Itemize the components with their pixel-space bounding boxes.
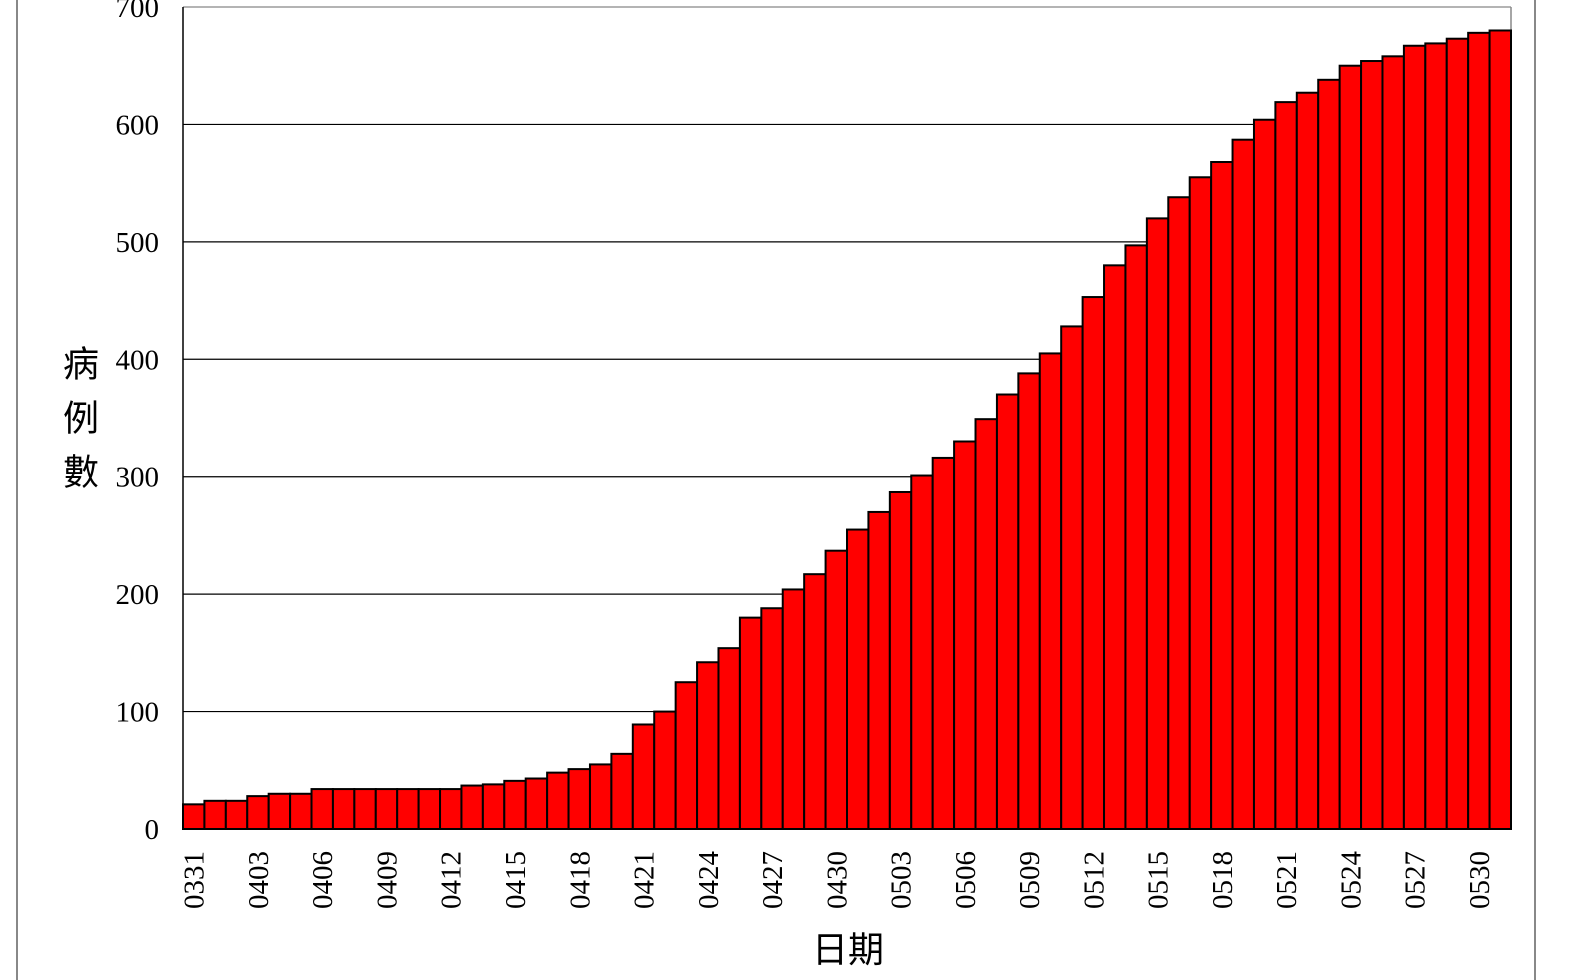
bar — [1467, 31, 1491, 830]
bar — [224, 799, 249, 830]
bar — [1445, 37, 1470, 831]
bar — [1338, 64, 1363, 830]
bar — [182, 803, 206, 831]
bar — [1145, 217, 1170, 831]
bar — [610, 752, 634, 830]
bar — [696, 661, 720, 830]
x-tick-label: 0409 — [371, 851, 403, 909]
bar — [267, 792, 292, 830]
bar — [738, 616, 763, 831]
y-axis-title: 病例數 — [58, 345, 98, 507]
y-tick-label: 600 — [116, 109, 160, 141]
bar — [1210, 161, 1234, 830]
bar — [546, 771, 570, 830]
bar — [910, 474, 934, 830]
bar — [1424, 42, 1448, 831]
y-tick-label: 500 — [116, 227, 160, 259]
bar — [1017, 372, 1041, 830]
bar — [246, 795, 270, 830]
bar — [674, 681, 699, 831]
chart-frame — [16, 0, 1536, 980]
x-tick-label: 0403 — [243, 851, 275, 909]
bar — [1488, 29, 1513, 830]
bar — [888, 490, 913, 830]
bar — [331, 788, 356, 830]
x-tick-label: 0521 — [1271, 851, 1303, 909]
bar — [1060, 325, 1084, 830]
bar — [353, 788, 377, 830]
x-tick-label: 0406 — [307, 851, 339, 909]
bar — [931, 456, 956, 830]
bar — [289, 792, 313, 830]
bar — [1103, 264, 1127, 831]
bar — [417, 788, 442, 830]
bar — [953, 440, 977, 830]
x-tick-label: 0415 — [500, 851, 532, 909]
bar — [1360, 60, 1384, 830]
y-tick-label: 700 — [116, 0, 160, 24]
bar — [374, 788, 399, 830]
x-tick-label: 0424 — [693, 851, 725, 910]
bar — [503, 779, 527, 831]
y-tick-label: 200 — [116, 579, 160, 611]
x-tick-label: 0503 — [886, 851, 918, 909]
bar — [1167, 196, 1191, 830]
bar — [1381, 55, 1405, 830]
bar — [717, 647, 741, 830]
x-tick-label: 0527 — [1400, 851, 1432, 909]
y-tick-label: 400 — [116, 344, 160, 376]
bar — [1252, 118, 1277, 830]
bar — [974, 418, 998, 830]
bar — [1124, 244, 1148, 830]
bar — [524, 777, 549, 831]
bar — [1274, 101, 1298, 831]
x-tick-label: 0530 — [1464, 851, 1496, 909]
bar — [867, 510, 891, 830]
bar — [995, 393, 1020, 830]
bar — [653, 710, 677, 830]
bar — [567, 768, 591, 831]
x-tick-label: 0518 — [1207, 851, 1239, 909]
x-tick-label: 0512 — [1078, 851, 1110, 909]
bar — [588, 763, 613, 831]
bar — [760, 607, 784, 831]
bar — [1038, 352, 1063, 830]
bar — [203, 799, 227, 830]
bar — [481, 783, 506, 830]
bar — [631, 723, 656, 831]
bar — [439, 788, 463, 830]
y-tick-label: 300 — [116, 462, 160, 494]
x-tick-label: 0430 — [821, 851, 853, 909]
bar — [1402, 44, 1427, 831]
x-tick-label: 0418 — [564, 851, 596, 909]
bar — [1231, 138, 1255, 831]
bar — [310, 788, 334, 830]
bar — [846, 528, 870, 830]
bar — [460, 784, 484, 831]
x-tick-label: 0412 — [436, 851, 468, 909]
y-tick-label: 0 — [145, 814, 160, 846]
x-tick-label: 0427 — [757, 851, 789, 909]
x-tick-label: 0506 — [950, 851, 982, 909]
bar — [803, 573, 827, 830]
bar — [396, 788, 420, 830]
bar — [1317, 78, 1341, 830]
bar — [824, 549, 848, 830]
bar — [1188, 176, 1213, 830]
x-tick-label: 0509 — [1014, 851, 1046, 909]
x-tick-label: 0524 — [1335, 851, 1367, 910]
bar — [1295, 91, 1320, 831]
x-tick-label: 0421 — [629, 851, 661, 909]
x-tick-label: 0331 — [179, 851, 211, 909]
bar — [781, 588, 806, 831]
bar — [1081, 296, 1106, 830]
x-tick-label: 0515 — [1143, 851, 1175, 909]
x-axis-title: 日期 — [812, 930, 884, 970]
y-tick-label: 100 — [116, 697, 160, 729]
